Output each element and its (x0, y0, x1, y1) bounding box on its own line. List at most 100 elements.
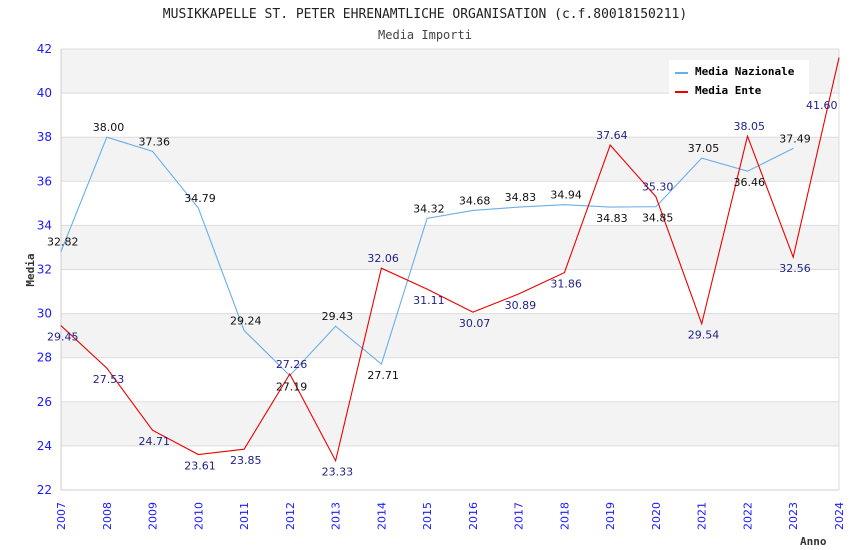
data-label-media-ente: 23.33 (322, 466, 354, 479)
data-point-media-ente (655, 196, 657, 198)
data-label-media-ente: 30.07 (459, 317, 491, 330)
x-tick-label: 2017 (513, 502, 526, 530)
data-label-media-nazionale: 37.05 (688, 142, 720, 155)
y-tick-label: 28 (37, 351, 52, 365)
data-label-media-nazionale: 29.24 (230, 314, 262, 327)
x-tick-label: 2020 (650, 502, 663, 530)
y-tick-label: 42 (37, 42, 52, 56)
data-point-media-ente (792, 256, 794, 258)
data-point-media-ente (289, 373, 291, 375)
data-point-media-ente (518, 293, 520, 295)
x-tick-labels: 2007 2008 2009 2010 2011 2012 2013 2014 2015 2016… (55, 502, 846, 530)
data-label-media-ente: 23.85 (230, 454, 262, 467)
data-label-media-nazionale: 34.94 (550, 189, 582, 202)
data-point-media-nazionale (152, 150, 154, 152)
band-34-36 (61, 181, 839, 226)
data-label-media-nazionale: 27.71 (367, 369, 399, 382)
series-lines (60, 57, 840, 463)
data-point-media-ente (472, 311, 474, 313)
x-tick-label: 2022 (741, 502, 754, 530)
x-tick-label: 2011 (238, 502, 251, 530)
legend-label-media-nazionale: Media Nazionale (695, 65, 795, 78)
data-point-media-nazionale (380, 363, 382, 365)
chart-subtitle: Media Importi (378, 28, 472, 42)
data-label-media-nazionale: 34.85 (642, 212, 674, 225)
data-label-media-ente: 32.06 (367, 252, 399, 265)
data-label-media-ente: 31.86 (550, 278, 582, 291)
data-label-media-ente: 31.11 (413, 294, 445, 307)
data-point-media-nazionale (426, 217, 428, 219)
band-24-26 (61, 401, 839, 446)
y-axis-label: Media (24, 253, 37, 286)
x-tick-label: 2023 (787, 502, 800, 530)
data-point-media-nazionale (106, 136, 108, 138)
data-point-media-nazionale (518, 206, 520, 208)
data-label-media-nazionale: 34.83 (596, 212, 628, 225)
data-label-media-ente: 29.45 (47, 331, 79, 344)
data-label-media-nazionale: 27.19 (276, 381, 308, 394)
data-label-media-ente: 37.64 (596, 129, 628, 142)
data-point-media-ente (609, 144, 611, 146)
data-label-media-ente: 29.54 (688, 329, 720, 342)
y-tick-label: 38 (37, 130, 52, 144)
background-bands (61, 49, 839, 490)
data-label-media-nazionale: 34.32 (413, 202, 445, 215)
data-point-media-nazionale (701, 157, 703, 159)
x-tick-label: 2007 (55, 502, 68, 530)
data-label-media-nazionale: 32.82 (47, 235, 79, 248)
data-point-media-ente (197, 453, 199, 455)
x-tick-label: 2016 (467, 502, 480, 530)
x-tick-label: 2010 (192, 502, 205, 530)
y-tick-label: 22 (37, 483, 52, 497)
data-label-media-nazionale: 34.79 (184, 192, 216, 205)
x-tick-label: 2015 (421, 502, 434, 530)
data-label-media-ente: 23.61 (184, 459, 216, 472)
data-point-media-nazionale (335, 325, 337, 327)
data-point-media-nazionale (60, 250, 62, 252)
y-tick-label: 32 (37, 263, 52, 277)
data-point-media-nazionale (792, 147, 794, 149)
band-28-30 (61, 313, 839, 358)
legend-label-media-ente: Media Ente (695, 84, 762, 97)
x-tick-label: 2008 (101, 502, 114, 530)
data-point-media-ente (243, 448, 245, 450)
y-tick-label: 40 (37, 86, 52, 100)
data-point-media-ente (426, 288, 428, 290)
x-axis-label: Anno (800, 535, 827, 548)
y-tick-label: 34 (37, 218, 52, 232)
data-point-media-ente (60, 325, 62, 327)
chart-title: MUSIKKAPELLE ST. PETER EHRENAMTLICHE ORG… (163, 7, 687, 22)
band-36-38 (61, 137, 839, 182)
data-point-media-nazionale (197, 207, 199, 209)
data-point-media-nazionale (243, 329, 245, 331)
y-tick-label: 30 (37, 307, 52, 321)
x-tick-label: 2013 (330, 502, 343, 530)
y-tick-labels: 22 24 26 28 30 32 34 36 38 40 42 (37, 42, 52, 497)
data-label-media-nazionale: 38.00 (93, 121, 125, 134)
data-label-media-nazionale: 34.83 (505, 191, 537, 204)
data-point-media-ente (335, 460, 337, 462)
data-labels: 32.82 38.00 37.36 34.79 29.24 27.19 29.43 27.71… (47, 99, 838, 479)
data-point-media-ente (701, 323, 703, 325)
band-30-32 (61, 269, 839, 314)
x-tick-label: 2021 (696, 502, 709, 530)
data-label-media-ente: 24.71 (139, 435, 171, 448)
data-label-media-ente: 41.60 (806, 99, 838, 112)
x-tick-label: 2009 (147, 502, 160, 530)
data-label-media-ente: 38.05 (733, 120, 765, 133)
data-label-media-ente: 35.30 (642, 181, 674, 194)
data-label-media-nazionale: 36.46 (733, 176, 765, 189)
band-22-24 (61, 445, 839, 490)
data-point-media-nazionale (472, 209, 474, 211)
y-tick-label: 26 (37, 395, 52, 409)
band-38-40 (61, 93, 839, 138)
data-point-media-ente (106, 367, 108, 369)
band-26-28 (61, 357, 839, 402)
axes (60, 49, 840, 491)
data-point-media-ente (563, 272, 565, 274)
legend-box (669, 60, 809, 98)
data-label-media-nazionale: 37.49 (779, 132, 811, 145)
data-point-media-ente (746, 135, 748, 137)
data-label-media-ente: 30.89 (505, 299, 537, 312)
